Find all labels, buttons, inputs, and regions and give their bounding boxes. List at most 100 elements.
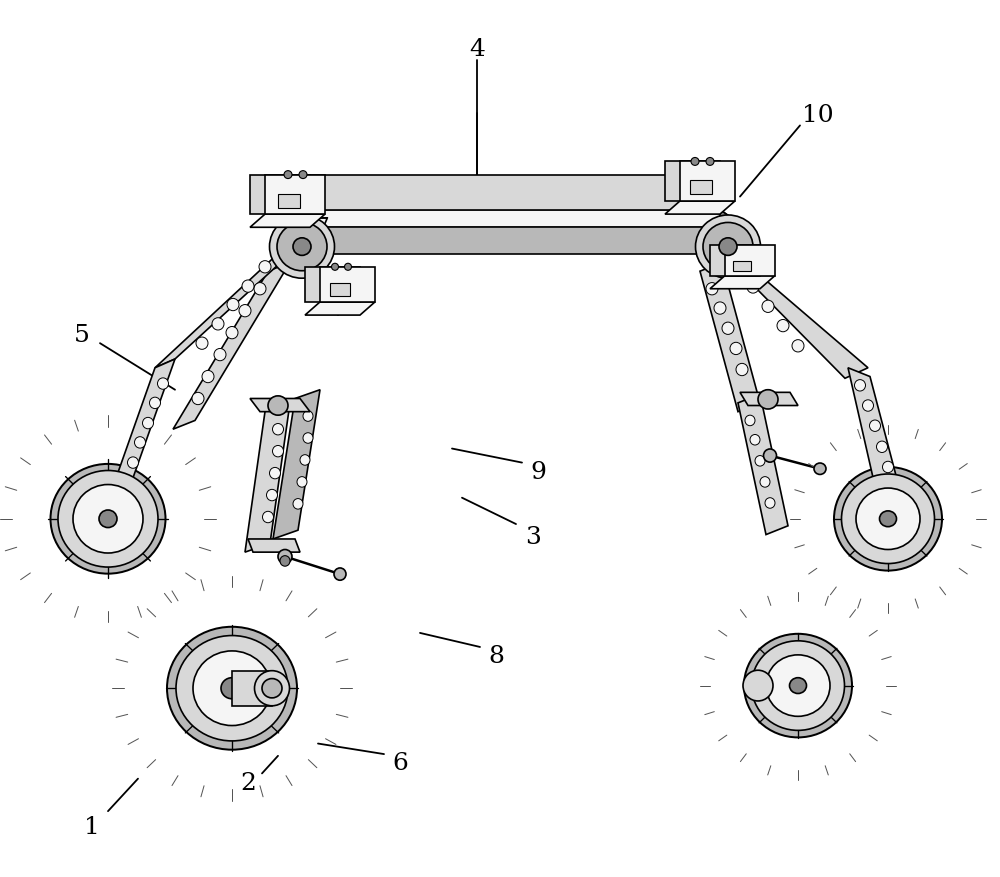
- Ellipse shape: [744, 634, 852, 738]
- Ellipse shape: [790, 678, 806, 694]
- Ellipse shape: [270, 468, 280, 479]
- Text: 2: 2: [240, 771, 256, 794]
- Ellipse shape: [272, 424, 284, 436]
- Ellipse shape: [714, 303, 726, 315]
- Polygon shape: [700, 263, 760, 412]
- Polygon shape: [265, 175, 325, 215]
- Polygon shape: [720, 210, 745, 254]
- Ellipse shape: [758, 390, 778, 410]
- Ellipse shape: [150, 398, 160, 409]
- Polygon shape: [250, 215, 325, 228]
- Ellipse shape: [736, 364, 748, 376]
- Polygon shape: [320, 267, 375, 303]
- Ellipse shape: [239, 305, 251, 317]
- Polygon shape: [155, 246, 300, 368]
- Ellipse shape: [262, 679, 282, 698]
- Ellipse shape: [128, 458, 138, 468]
- Ellipse shape: [766, 655, 830, 717]
- Ellipse shape: [293, 499, 303, 510]
- Polygon shape: [315, 228, 745, 254]
- Ellipse shape: [755, 456, 765, 467]
- Polygon shape: [305, 267, 360, 303]
- Ellipse shape: [73, 485, 143, 553]
- Bar: [690, 181, 712, 195]
- Ellipse shape: [196, 338, 208, 350]
- Ellipse shape: [212, 318, 224, 331]
- Polygon shape: [710, 246, 760, 276]
- Polygon shape: [245, 403, 290, 553]
- Text: 5: 5: [74, 324, 90, 346]
- Ellipse shape: [272, 446, 284, 458]
- Ellipse shape: [242, 281, 254, 293]
- Ellipse shape: [284, 171, 292, 179]
- Ellipse shape: [762, 301, 774, 313]
- Ellipse shape: [202, 371, 214, 383]
- Polygon shape: [173, 263, 290, 430]
- Ellipse shape: [344, 264, 352, 271]
- Ellipse shape: [227, 299, 239, 311]
- Ellipse shape: [143, 418, 154, 430]
- Ellipse shape: [722, 323, 734, 335]
- Ellipse shape: [221, 678, 243, 699]
- Ellipse shape: [883, 461, 894, 474]
- Ellipse shape: [334, 568, 346, 581]
- Polygon shape: [738, 395, 788, 535]
- Polygon shape: [250, 399, 310, 412]
- Ellipse shape: [297, 477, 307, 488]
- Polygon shape: [305, 303, 375, 316]
- Ellipse shape: [876, 442, 888, 453]
- Ellipse shape: [862, 400, 874, 411]
- Bar: [278, 195, 300, 209]
- Ellipse shape: [99, 510, 117, 528]
- Ellipse shape: [50, 465, 166, 574]
- Ellipse shape: [299, 171, 307, 179]
- Ellipse shape: [777, 320, 789, 332]
- Ellipse shape: [870, 420, 881, 431]
- Polygon shape: [680, 162, 735, 202]
- Ellipse shape: [706, 283, 718, 296]
- Polygon shape: [722, 254, 868, 379]
- Ellipse shape: [842, 474, 934, 564]
- Ellipse shape: [765, 498, 775, 509]
- Ellipse shape: [792, 340, 804, 353]
- Ellipse shape: [158, 379, 168, 389]
- Ellipse shape: [303, 411, 313, 422]
- Polygon shape: [290, 175, 720, 210]
- Ellipse shape: [192, 393, 204, 405]
- Polygon shape: [710, 276, 775, 289]
- Ellipse shape: [134, 437, 146, 448]
- Ellipse shape: [280, 556, 290, 567]
- Ellipse shape: [752, 641, 844, 731]
- Ellipse shape: [58, 471, 158, 567]
- Polygon shape: [848, 368, 900, 500]
- Ellipse shape: [696, 216, 761, 279]
- Ellipse shape: [703, 223, 753, 272]
- Text: 3: 3: [525, 525, 541, 548]
- Ellipse shape: [747, 282, 759, 294]
- Ellipse shape: [854, 380, 866, 391]
- Ellipse shape: [254, 671, 290, 706]
- Ellipse shape: [732, 261, 744, 274]
- Ellipse shape: [277, 223, 327, 272]
- Text: 6: 6: [392, 752, 408, 774]
- Ellipse shape: [880, 511, 896, 527]
- Text: 7: 7: [314, 217, 330, 239]
- Ellipse shape: [300, 455, 310, 466]
- Polygon shape: [110, 360, 175, 496]
- Ellipse shape: [834, 467, 942, 571]
- Ellipse shape: [719, 239, 737, 256]
- Ellipse shape: [303, 433, 313, 444]
- Ellipse shape: [730, 343, 742, 355]
- Text: 1: 1: [84, 815, 100, 838]
- Polygon shape: [740, 393, 798, 406]
- Polygon shape: [665, 162, 720, 202]
- Ellipse shape: [262, 512, 274, 523]
- Ellipse shape: [750, 435, 760, 446]
- Ellipse shape: [293, 239, 311, 256]
- Ellipse shape: [856, 488, 920, 550]
- Ellipse shape: [814, 463, 826, 474]
- Ellipse shape: [167, 627, 297, 750]
- Polygon shape: [273, 390, 320, 539]
- Bar: [733, 261, 751, 272]
- Text: 8: 8: [488, 645, 504, 667]
